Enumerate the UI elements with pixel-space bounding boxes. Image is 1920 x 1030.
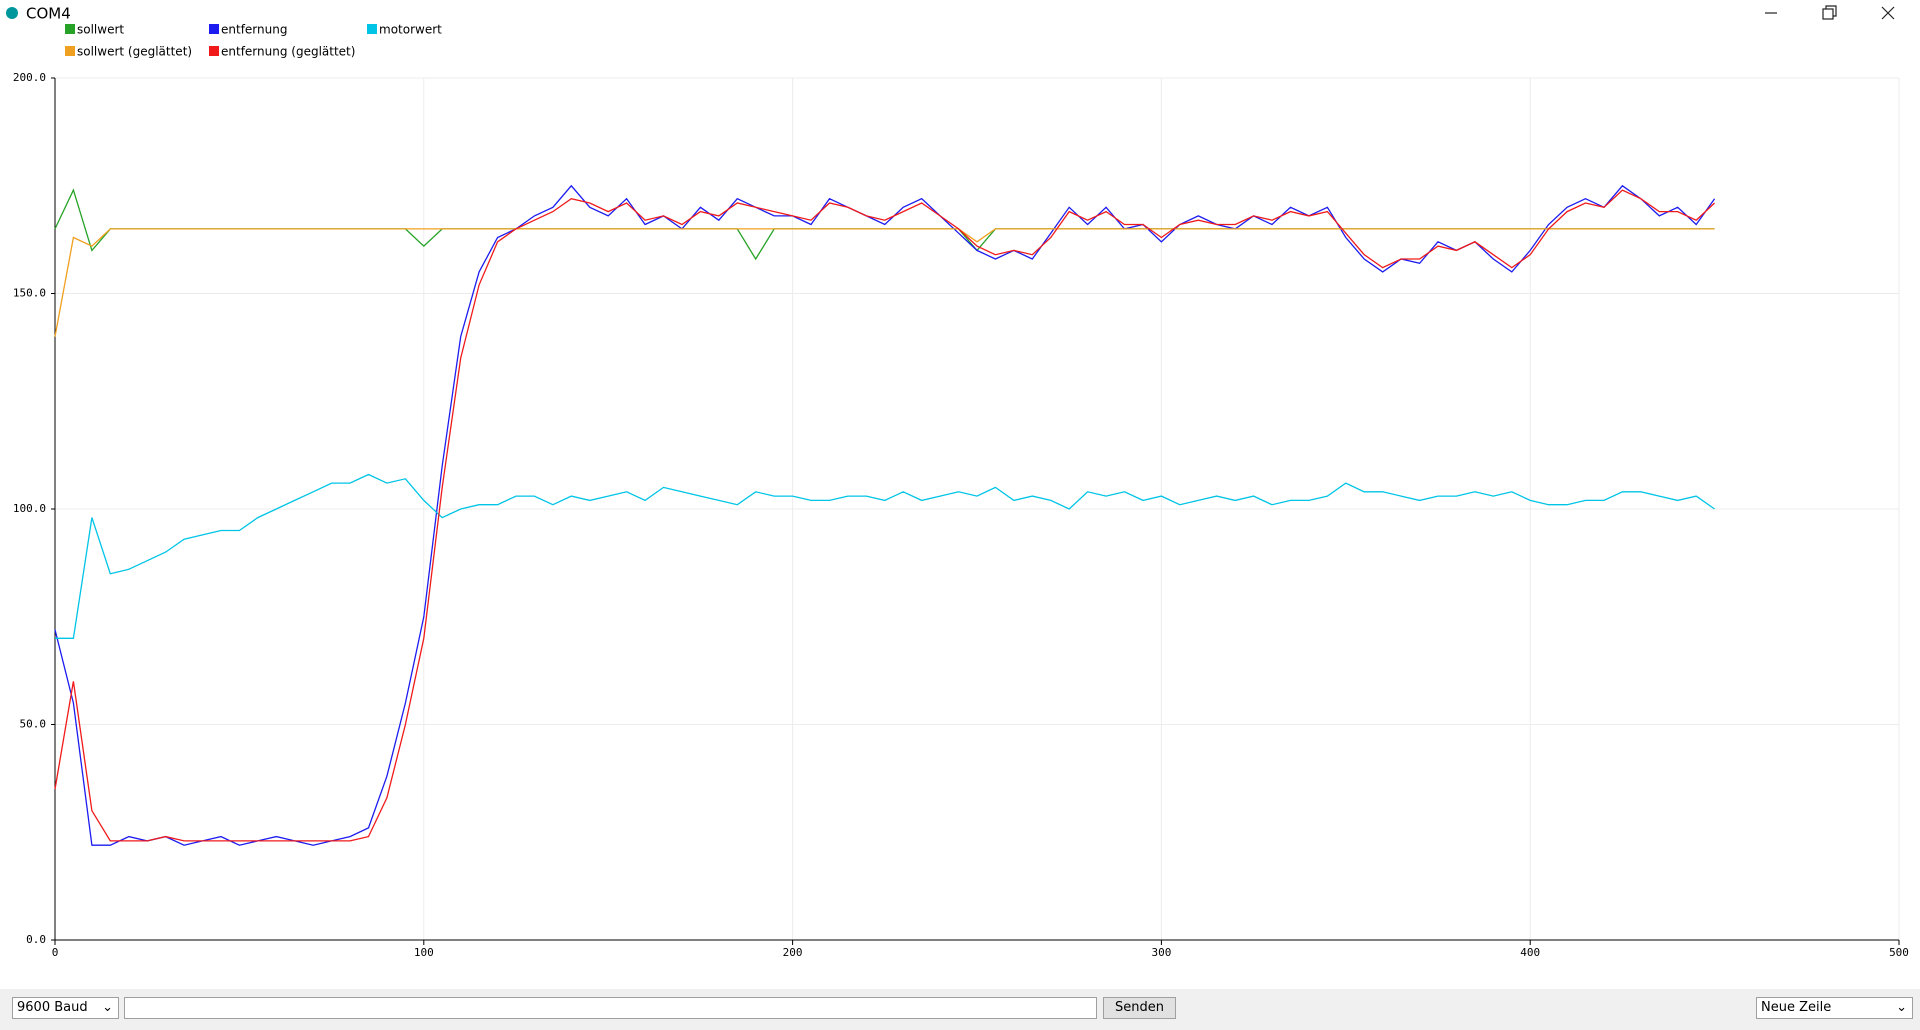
legend-swatch: [367, 24, 377, 34]
x-tick-label: 500: [1889, 946, 1909, 959]
series-line: [55, 473, 1715, 639]
line-ending-label: Neue Zeile: [1761, 1000, 1832, 1015]
app-icon: [6, 7, 18, 19]
legend-swatch: [65, 46, 75, 56]
x-tick-label: 300: [1151, 946, 1171, 959]
plotter: COM4 0.0 50.0 100.0 150.0 200.0 0 100 200 300 400…: [6, 5, 1909, 959]
series-line: [54, 228, 1715, 337]
send-label: Senden: [1115, 1000, 1164, 1015]
legend-label: entfernung (geglättet): [221, 45, 355, 59]
legend-label: motorwert: [379, 23, 442, 37]
x-tick-label: 100: [414, 946, 434, 959]
legend-label: sollwert: [77, 23, 124, 37]
window-controls[interactable]: [1765, 5, 1895, 20]
y-tick-label: 150.0: [13, 287, 46, 300]
legend-swatch: [65, 24, 75, 34]
maximize-button[interactable]: [1822, 8, 1834, 20]
y-tick-label: 200.0: [13, 71, 46, 84]
x-tick-label: 400: [1520, 946, 1540, 959]
x-tick-label: 200: [783, 946, 803, 959]
series-line: [54, 184, 1716, 846]
legend-swatch: [209, 46, 219, 56]
baud-select[interactable]: 9600 Baud ⌄: [12, 997, 119, 1019]
series-line: [54, 189, 1716, 842]
close-button[interactable]: [1881, 6, 1895, 20]
legend-label: entfernung: [221, 23, 287, 37]
send-button[interactable]: Senden: [1103, 997, 1176, 1019]
y-tick-label: 0.0: [26, 933, 46, 946]
window-title: COM4: [26, 5, 71, 23]
x-tick-label: 0: [52, 946, 59, 959]
bottom-bar: 9600 Baud ⌄ Senden Neue Zeile ⌄: [0, 989, 1920, 1030]
y-tick-label: 50.0: [20, 718, 47, 731]
legend-swatch: [209, 24, 219, 34]
legend-label: sollwert (geglättet): [77, 45, 192, 59]
line-ending-select[interactable]: Neue Zeile ⌄: [1756, 997, 1913, 1019]
y-tick-label: 100.0: [13, 502, 46, 515]
restore-icon: [1825, 5, 1837, 17]
baud-label: 9600 Baud: [17, 1000, 88, 1015]
message-input[interactable]: [124, 997, 1097, 1019]
